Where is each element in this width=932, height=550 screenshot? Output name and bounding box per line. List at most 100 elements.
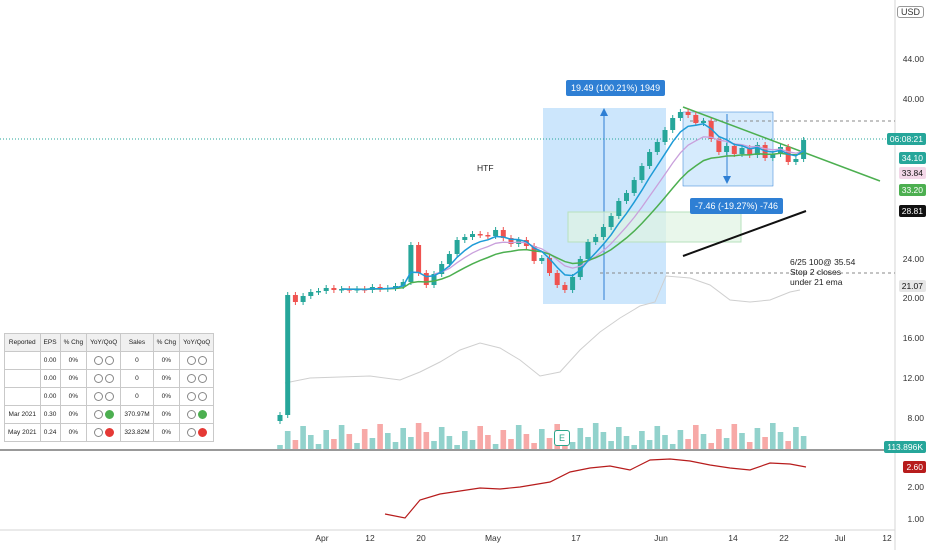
candle-body [477,234,483,236]
volume-bar [592,423,599,449]
candle-body [423,273,429,285]
volume-bar [500,430,507,449]
cell-chg: 0% [59,369,88,388]
candle-body [801,140,807,159]
trade-note-line: under 21 ema [790,277,843,287]
volume-bar [492,444,499,449]
yoy-circle-icon [93,392,103,401]
cell-chg: 0% [152,351,181,370]
qoq-circle-icon [197,374,207,383]
volume-bar [400,428,406,449]
volume-bar [616,427,622,449]
volume-bar [677,430,684,449]
rs-gray-label: 21.07 [898,280,926,292]
volume-bar [354,443,360,449]
earnings-icon[interactable]: E [554,430,570,446]
volume-bar [454,445,460,449]
volume-bar [700,434,707,449]
volume-bar [716,429,722,449]
candle-body [400,282,406,286]
candle-body [485,235,491,237]
cell-chg: 0% [59,423,88,442]
qoq-circle-icon [104,392,114,401]
candle-body [600,227,606,237]
yoy-circle-icon [93,410,103,419]
volume-bar [600,432,607,449]
volume-bar [431,441,437,449]
cell-reported: May 2021 [4,423,41,442]
volume-bar [477,426,483,449]
candle-body [647,152,653,166]
volume-bar [369,438,376,449]
price-tick: 24.00 [902,254,924,264]
candle-body [277,415,283,421]
volume-bar [485,435,491,449]
volume-bar [569,442,576,449]
cell-yoy [179,369,215,388]
volume-bar [777,432,784,449]
candle-body [331,288,337,290]
candle-body [754,145,760,155]
cell-chg: 0% [152,423,181,442]
ema-mid-line [433,136,804,275]
time-tick: 17 [571,533,581,543]
candle-body [431,274,437,285]
cell-yoy [86,387,122,406]
yoy-circle-icon [186,392,196,401]
volume-bar [746,442,753,449]
candle-body [747,148,753,155]
volume-bar [762,437,768,449]
volume-bar [539,429,545,449]
cell-eps: 0.30 [39,405,61,424]
cell-eps: 0.24 [39,423,61,442]
volume-bar [723,438,730,449]
volume-bar [508,439,514,449]
time-tick: Jul [834,533,846,543]
candle-body [608,216,614,227]
cell-chg: 0% [152,369,181,388]
ema-mid-label: 33.84 [898,167,926,179]
cell-sales: 0 [120,369,154,388]
volume-bar [446,436,453,449]
rs-tick: 2.00 [907,482,924,492]
col-header: % Chg [152,333,181,352]
trendline-upper [682,106,881,182]
cell-yoy [179,405,215,424]
volume-bar [685,439,691,449]
volume-bar [423,432,430,449]
cell-chg: 0% [59,405,88,424]
volume-bar [662,435,668,449]
ema-slow-line [341,152,804,290]
currency-label[interactable]: USD [896,6,924,18]
candle-body [539,258,545,261]
candle-body [677,112,683,118]
cell-chg: 0% [152,405,181,424]
cell-sales: 370.97M [120,405,154,424]
candle-body [554,273,560,285]
yoy-circle-icon [186,356,196,365]
volume-bar [631,445,637,449]
volume-bar [408,437,414,449]
cell-yoy [179,423,215,442]
ema-slow-label: 33.20 [898,184,926,196]
volume-bar [323,430,329,449]
volume-bar [438,427,445,449]
col-header: YoY/QoQ [86,333,122,352]
table-row: 0.00 0% 0 0% [4,351,215,370]
col-header: Sales [120,333,154,352]
volume-bar [546,438,553,449]
cell-reported [4,387,41,406]
volume-bar [284,431,291,449]
price-tick: 44.00 [902,54,924,64]
candle-body [300,296,306,302]
volume-bar [800,436,807,449]
price-tick: 20.00 [902,293,924,303]
candle-body [439,264,445,274]
rs-line [384,458,807,519]
time-tick: 14 [728,533,738,543]
cell-sales: 0 [120,351,154,370]
volume-bar [315,444,322,449]
candle-body [731,146,737,154]
cell-yoy [179,387,215,406]
